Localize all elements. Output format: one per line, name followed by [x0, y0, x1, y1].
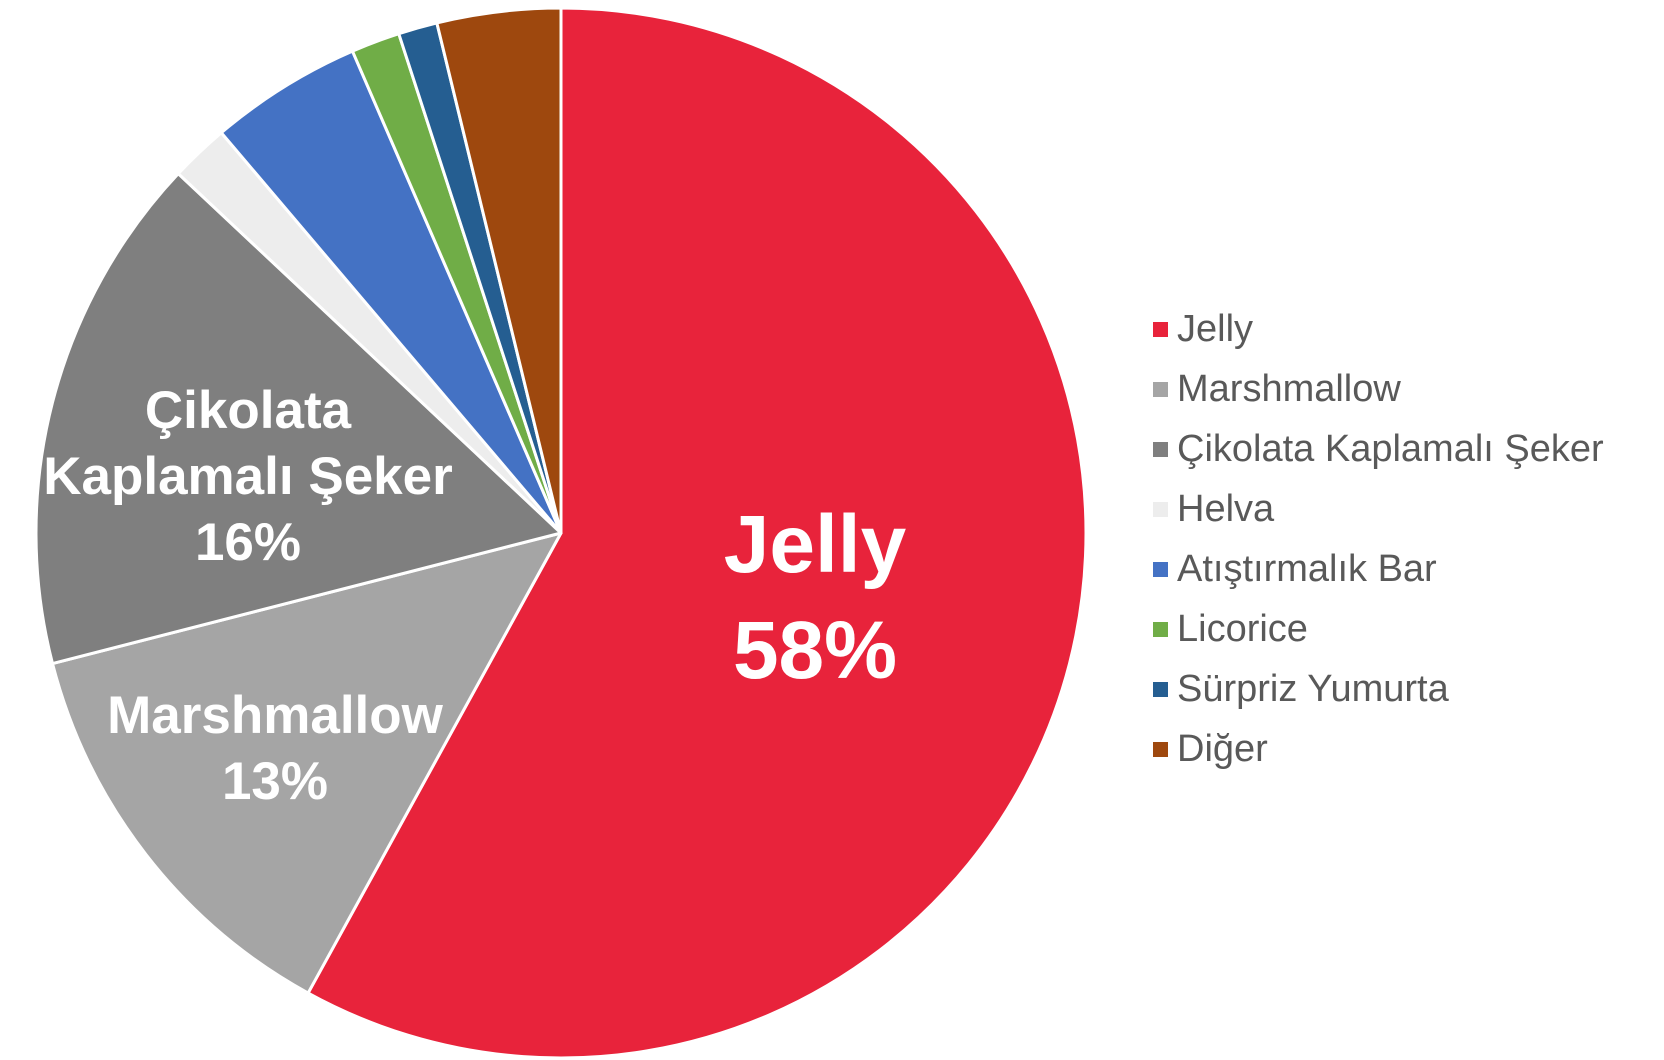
legend-label: Marshmallow — [1177, 367, 1401, 410]
legend-label: Helva — [1177, 487, 1275, 530]
legend-swatch — [1153, 441, 1168, 457]
legend-swatch — [1153, 741, 1168, 757]
legend-label: Sürpriz Yumurta — [1177, 667, 1449, 710]
pie-slice-cikolata-kaplamali-seker — [34, 172, 563, 666]
legend-label: Jelly — [1177, 307, 1254, 350]
legend-item-atistirmalik-bar: Atıştırmalık Bar — [1153, 539, 1604, 599]
pie-slice-marshmallow — [50, 531, 563, 995]
legend-item-cikolata-kaplamali-seker: Çikolata Kaplamalı Şeker — [1153, 419, 1604, 479]
legend-swatch — [1153, 561, 1168, 577]
pie-slice-diger — [435, 6, 563, 535]
legend-label: Licorice — [1177, 607, 1308, 650]
legend-label: Çikolata Kaplamalı Şeker — [1177, 427, 1604, 470]
legend-label: Diğer — [1177, 727, 1268, 770]
legend-swatch — [1153, 681, 1168, 697]
legend-item-surpriz-yumurta: Sürpriz Yumurta — [1153, 659, 1604, 719]
legend-item-licorice: Licorice — [1153, 599, 1604, 659]
legend-item-diger: Diğer — [1153, 719, 1604, 779]
pie-slice-atistirmalik-bar — [219, 49, 563, 535]
legend-item-marshmallow: Marshmallow — [1153, 359, 1604, 419]
pie-slice-jelly — [306, 6, 1088, 1060]
legend-label: Atıştırmalık Bar — [1177, 547, 1437, 590]
legend-swatch — [1153, 381, 1168, 397]
legend-swatch — [1153, 621, 1168, 637]
legend: Jelly Marshmallow Çikolata Kaplamalı Şek… — [1153, 299, 1604, 779]
legend-swatch — [1153, 501, 1168, 517]
legend-item-helva: Helva — [1153, 479, 1604, 539]
legend-swatch — [1153, 321, 1168, 337]
legend-item-jelly: Jelly — [1153, 299, 1604, 359]
